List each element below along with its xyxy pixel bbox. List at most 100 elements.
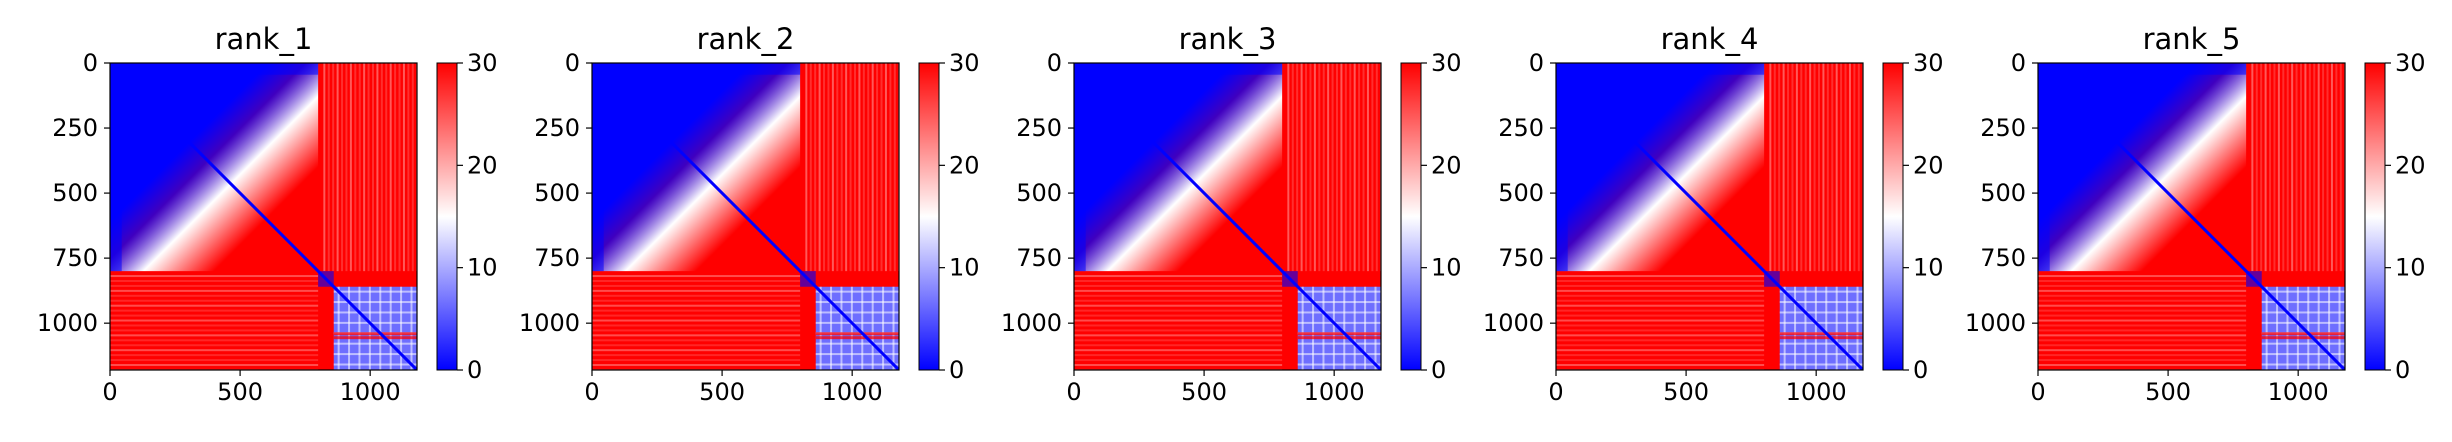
small-block-line [1804, 286, 1807, 370]
streak [110, 334, 319, 337]
small-block-line [1783, 286, 1786, 370]
streak [1556, 334, 1765, 337]
streak [398, 63, 401, 272]
small-block-line [1794, 286, 1797, 370]
chart-title: rank_1 [215, 22, 313, 56]
streak [1840, 63, 1843, 272]
streak [367, 63, 370, 272]
block-edge [1556, 63, 1568, 272]
small-block-line [333, 353, 417, 356]
streak [1287, 63, 1290, 272]
streak [1556, 304, 1765, 307]
streak [110, 329, 319, 332]
x-tick-label: 1000 [1786, 378, 1847, 406]
streak [327, 63, 330, 272]
streak [1556, 364, 1765, 367]
streak [110, 314, 319, 317]
small-block-line [1835, 286, 1838, 370]
colorbar [1400, 62, 1422, 371]
small-block-line [1322, 286, 1325, 370]
streak [1556, 279, 1765, 282]
streak [110, 339, 319, 342]
streak [2038, 284, 2247, 287]
small-block-line [1297, 332, 1381, 336]
y-tick-label: 1000 [1483, 309, 1544, 337]
colorbar-tick-label: 30 [2395, 49, 2426, 77]
block-edge [2038, 63, 2247, 75]
small-block-line [1297, 336, 1381, 340]
colorbar-tick-label: 0 [467, 356, 482, 384]
y-tick-label: 250 [1980, 114, 2026, 142]
streak [2038, 319, 2247, 322]
axes-frame [1555, 62, 1864, 371]
small-block-line [2261, 353, 2345, 356]
streak [2269, 63, 2272, 272]
streak [1822, 63, 1825, 272]
small-block-line [1297, 321, 1381, 324]
small-block-line [840, 286, 843, 370]
small-block-line [871, 286, 874, 370]
streak [1074, 334, 1283, 337]
streak [1074, 344, 1283, 347]
streak [1074, 275, 1283, 278]
streak [1074, 289, 1283, 292]
streak [1556, 319, 1765, 322]
small-block-line [348, 286, 351, 370]
streak [1291, 63, 1294, 272]
colorbar-tick-label: 30 [1431, 49, 1462, 77]
small-block-line [1297, 363, 1381, 366]
streak [2291, 63, 2294, 272]
streak [1795, 63, 1798, 272]
streak [1844, 63, 1847, 272]
y-tick-label: 500 [1498, 179, 1544, 207]
y-tick-label: 750 [1016, 244, 1062, 272]
streak [2339, 63, 2342, 272]
y-tick-label: 250 [534, 114, 580, 142]
y-tick-label: 250 [52, 114, 98, 142]
small-block-line [1779, 336, 1863, 340]
block-edge [592, 63, 604, 272]
small-block-line [333, 311, 417, 314]
y-tick-label: 500 [52, 179, 98, 207]
streak [2038, 359, 2247, 362]
streak [1074, 349, 1283, 352]
streak [592, 275, 801, 278]
streak [371, 63, 374, 272]
heatmap-panel: rank_3 0 500 1000 0 250 500 750 1000 0 10 20 30 [1001, 22, 1462, 406]
streak [349, 63, 352, 272]
x-tick-label: 500 [1663, 378, 1709, 406]
x-tick-label: 0 [102, 378, 117, 406]
colorbar-tick-label: 0 [949, 356, 964, 384]
small-block-line [2261, 301, 2345, 304]
small-block-line [1779, 290, 1863, 293]
x-tick-label: 1000 [822, 378, 883, 406]
axes-frame [591, 62, 900, 371]
chart-title: rank_4 [1661, 22, 1759, 56]
heatmap-image [110, 63, 417, 370]
streak [2038, 364, 2247, 367]
small-block-line [410, 286, 413, 370]
streak [389, 63, 392, 272]
small-block-line [1297, 301, 1381, 304]
streak [1556, 275, 1765, 278]
streak [2038, 309, 2247, 312]
streak [1831, 63, 1834, 272]
streak [1371, 63, 1374, 272]
small-block-line [358, 286, 361, 370]
streak [1826, 63, 1829, 272]
streak [1835, 63, 1838, 272]
colorbar-tick-label: 10 [2395, 254, 2426, 282]
streak [840, 63, 843, 272]
small-block-line [1779, 363, 1863, 366]
streak [1375, 63, 1378, 272]
streak [1556, 329, 1765, 332]
streak [1813, 63, 1816, 272]
streak [1556, 314, 1765, 317]
streak [2038, 344, 2247, 347]
streak [871, 63, 874, 272]
x-tick-label: 0 [2030, 378, 2045, 406]
streak [849, 63, 852, 272]
x-tick-label: 1000 [2268, 378, 2329, 406]
streak [2038, 275, 2247, 278]
